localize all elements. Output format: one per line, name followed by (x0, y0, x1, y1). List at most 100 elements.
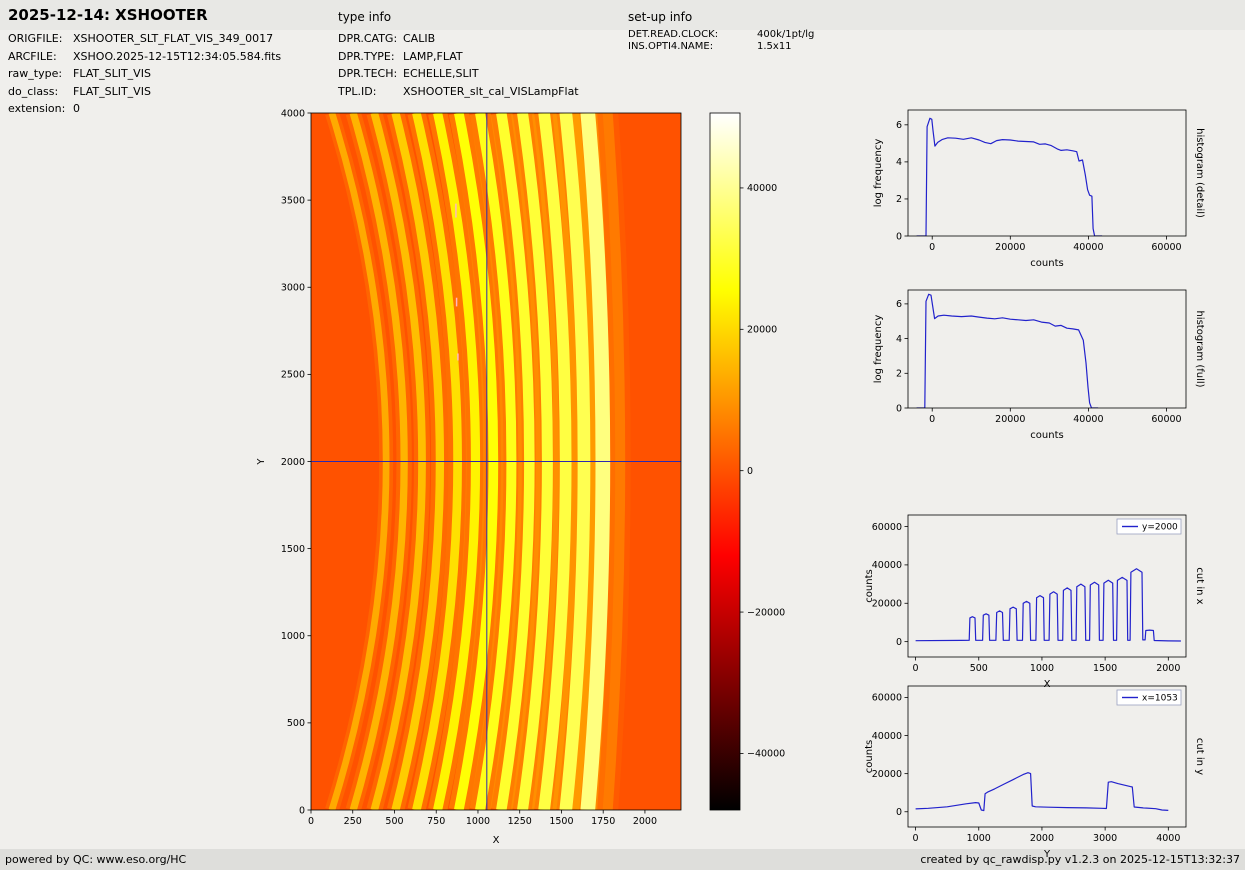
page-title: 2025-12-14: XSHOOTER (8, 6, 208, 24)
meta-row-opti4-name: INS.OPTI4.NAME: 1.5x11 (628, 41, 814, 53)
meta-row-dpr-catg: DPR.CATG: CALIB (338, 30, 579, 48)
svg-text:histogram (detail): histogram (detail) (1194, 128, 1205, 218)
meta-label: TPL.ID: (338, 84, 377, 98)
svg-text:6: 6 (896, 120, 902, 131)
svg-text:3500: 3500 (281, 195, 305, 206)
svg-text:−20000: −20000 (747, 607, 785, 618)
meta-row-read-clock: DET.READ.CLOCK: 400k/1pt/lg (628, 29, 814, 41)
setup-info-block: DET.READ.CLOCK: 400k/1pt/lg INS.OPTI4.NAM… (628, 29, 814, 52)
svg-text:log frequency: log frequency (873, 139, 884, 208)
svg-text:counts: counts (864, 740, 875, 773)
svg-text:40000: 40000 (872, 731, 902, 742)
meta-row-doclass: do_class: FLAT_SLIT_VIS (8, 83, 281, 101)
meta-value: LAMP,FLAT (403, 49, 463, 63)
svg-text:1500: 1500 (549, 816, 573, 827)
svg-text:40000: 40000 (1073, 414, 1103, 425)
meta-label: do_class: (8, 84, 59, 98)
meta-label: DPR.TECH: (338, 67, 398, 80)
svg-text:1500: 1500 (1093, 663, 1117, 674)
svg-text:60000: 60000 (1151, 414, 1181, 425)
meta-row-dpr-type: DPR.TYPE: LAMP,FLAT (338, 48, 579, 66)
svg-text:1500: 1500 (281, 544, 305, 555)
svg-text:histogram (full): histogram (full) (1194, 310, 1205, 387)
footer-created-by: created by qc_rawdisp.py v1.2.3 on 2025-… (920, 853, 1240, 866)
meta-value: FLAT_SLIT_VIS (73, 67, 151, 80)
meta-row-arcfile: ARCFILE: XSHOO.2025-12-15T12:34:05.584.fi… (8, 48, 281, 66)
svg-text:−40000: −40000 (747, 749, 785, 760)
meta-label: ORIGFILE: (8, 32, 63, 45)
svg-text:6: 6 (896, 299, 902, 310)
svg-text:40000: 40000 (872, 560, 902, 571)
svg-text:2000: 2000 (281, 457, 305, 468)
svg-text:4: 4 (896, 157, 902, 168)
hist_full-plot: 0 20000 40000 60000 0 2 4 6 counts log frequency h… (873, 289, 1205, 441)
svg-text:0: 0 (299, 805, 305, 816)
svg-text:1250: 1250 (508, 816, 532, 827)
colorbar: 40000 20000 0 −20000 −40000 (709, 112, 785, 811)
svg-text:2000: 2000 (633, 816, 657, 827)
svg-text:20000: 20000 (995, 414, 1025, 425)
svg-text:2000: 2000 (1030, 833, 1054, 844)
meta-row-rawtype: raw_type: FLAT_SLIT_VIS (8, 65, 281, 83)
meta-row-dpr-tech: DPR.TECH: ECHELLE,SLIT (338, 65, 579, 83)
svg-text:1000: 1000 (1030, 663, 1054, 674)
meta-value: XSHOOTER_SLT_FLAT_VIS_349_0017 (73, 32, 274, 45)
svg-text:0: 0 (747, 466, 753, 477)
svg-text:0: 0 (896, 403, 902, 414)
meta-row-extension: extension: 0 (8, 100, 281, 118)
meta-label: raw_type: (8, 67, 63, 80)
svg-text:x=1053: x=1053 (1142, 694, 1178, 704)
svg-text:X: X (1044, 679, 1051, 690)
svg-text:2500: 2500 (281, 370, 305, 381)
svg-text:0: 0 (913, 833, 919, 844)
svg-text:4: 4 (896, 334, 902, 345)
meta-value: 400k/1pt/lg (757, 29, 815, 40)
svg-text:4000: 4000 (281, 108, 305, 119)
meta-value: CALIB (403, 32, 436, 45)
svg-text:750: 750 (427, 816, 445, 827)
svg-text:20000: 20000 (995, 242, 1025, 253)
svg-text:counts: counts (1030, 258, 1063, 269)
meta-label: DET.READ.CLOCK: (628, 29, 719, 40)
meta-value: 0 (73, 102, 80, 115)
svg-text:cut in x: cut in x (1194, 567, 1205, 604)
hist_detail-plot: 0 20000 40000 60000 0 2 4 6 counts log frequency h… (873, 109, 1205, 269)
svg-text:X: X (493, 835, 500, 846)
svg-text:20000: 20000 (872, 769, 902, 780)
svg-text:500: 500 (970, 663, 988, 674)
svg-text:log frequency: log frequency (873, 315, 884, 384)
svg-text:counts: counts (1030, 430, 1063, 441)
type-info-block: DPR.CATG: CALIB DPR.TYPE: LAMP,FLAT DPR.TE… (338, 30, 579, 100)
meta-row-tpl-id: TPL.ID: XSHOOTER_slt_cal_VISLampFlat (338, 83, 579, 101)
svg-text:60000: 60000 (872, 522, 902, 533)
meta-value: ECHELLE,SLIT (403, 67, 479, 80)
svg-text:1000: 1000 (466, 816, 490, 827)
svg-text:40000: 40000 (1073, 242, 1103, 253)
svg-text:2: 2 (896, 369, 902, 380)
main-image-plot: 0 250 500 750 1000 1250 1500 1750 2000 0 500 1000 15… (256, 108, 682, 846)
svg-text:3000: 3000 (281, 283, 305, 294)
svg-text:0: 0 (896, 637, 902, 648)
setup-info-heading: set-up info (628, 10, 693, 24)
svg-text:y=2000: y=2000 (1142, 523, 1178, 533)
svg-text:2: 2 (896, 194, 902, 205)
svg-text:3000: 3000 (1093, 833, 1117, 844)
footer-bar: powered by QC: www.eso.org/HC created by… (0, 849, 1245, 870)
svg-text:500: 500 (385, 816, 403, 827)
meta-label: INS.OPTI4.NAME: (628, 40, 714, 52)
svg-text:250: 250 (344, 816, 362, 827)
svg-text:cut in y: cut in y (1194, 738, 1205, 775)
svg-text:4000: 4000 (1156, 833, 1180, 844)
svg-text:0: 0 (896, 231, 902, 242)
type-info-heading: type info (338, 10, 392, 24)
meta-label: ARCFILE: (8, 49, 57, 63)
svg-text:0: 0 (308, 816, 314, 827)
svg-text:20000: 20000 (872, 599, 902, 610)
svg-text:1000: 1000 (967, 833, 991, 844)
svg-text:1750: 1750 (591, 816, 615, 827)
svg-text:60000: 60000 (1151, 242, 1181, 253)
meta-value: XSHOO.2025-12-15T12:34:05.584.fits (73, 49, 282, 63)
svg-text:2000: 2000 (1156, 663, 1180, 674)
